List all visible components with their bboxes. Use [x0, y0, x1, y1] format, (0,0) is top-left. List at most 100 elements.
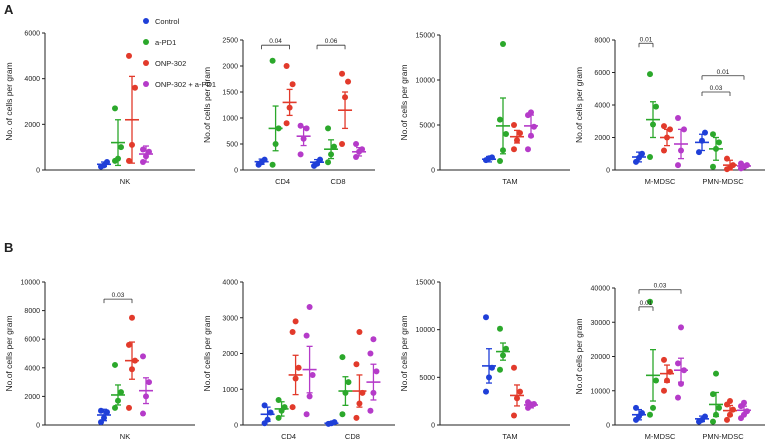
- data-point: [525, 146, 531, 153]
- chart-b1: 0 2000 4000 6000 8000 10000 No.of cells per gr…: [4, 280, 195, 441]
- data-point: [101, 414, 107, 421]
- data-point: [264, 416, 271, 423]
- data-point: [727, 411, 733, 418]
- y-axis-label: No.of cells per gram: [202, 67, 212, 143]
- p-value-label: 0.06: [325, 38, 338, 45]
- data-point: [345, 379, 352, 386]
- data-point: [118, 389, 124, 396]
- data-point: [727, 398, 733, 405]
- data-point: [517, 388, 523, 395]
- data-point: [489, 364, 495, 371]
- y-tick-label: 1000: [222, 116, 238, 123]
- chart-a3: 0 5000 10000 15000 No.of cells per gram TAM: [399, 33, 570, 186]
- data-point: [713, 411, 719, 418]
- y-tick-label: 0: [431, 423, 435, 430]
- data-point: [675, 394, 681, 401]
- data-point: [647, 154, 653, 160]
- data-point: [741, 399, 747, 406]
- data-point: [309, 371, 316, 378]
- data-point: [112, 404, 118, 411]
- data-point: [300, 135, 307, 142]
- x-category-label: NK: [120, 432, 130, 441]
- data-point: [710, 131, 716, 138]
- legend-marker-onp302: [143, 60, 149, 66]
- data-point: [653, 103, 659, 110]
- data-point: [514, 137, 520, 144]
- data-point: [269, 57, 276, 64]
- y-tick-label: 10000: [591, 388, 611, 395]
- chart-b2: 0 1000 2000 3000 4000 No.of cells per gram CD4…: [202, 280, 395, 441]
- y-tick-label: 4000: [222, 280, 238, 287]
- data-point: [126, 52, 132, 59]
- y-tick-label: 0: [606, 168, 610, 175]
- data-point: [497, 325, 503, 332]
- data-point: [289, 404, 296, 411]
- panel-label-a: A: [4, 2, 14, 17]
- data-point: [650, 404, 656, 411]
- data-point: [303, 332, 310, 339]
- y-tick-label: 2000: [594, 135, 610, 142]
- data-point: [661, 123, 667, 130]
- data-point: [314, 160, 321, 167]
- data-point: [531, 123, 537, 130]
- data-point: [497, 116, 503, 123]
- y-tick-label: 3000: [222, 315, 238, 322]
- data-point: [528, 109, 534, 116]
- data-point: [730, 406, 736, 413]
- data-point: [681, 367, 687, 374]
- data-point: [104, 409, 110, 416]
- data-point: [98, 407, 104, 414]
- data-point: [667, 368, 673, 375]
- y-tick-label: 10000: [416, 78, 436, 85]
- data-point: [353, 414, 360, 421]
- y-tick-label: 500: [226, 142, 238, 149]
- data-point: [500, 352, 506, 359]
- data-point: [289, 81, 296, 88]
- data-point: [367, 407, 374, 414]
- data-point: [497, 366, 503, 373]
- y-axis-label: No.of cells per gram: [399, 315, 409, 391]
- y-axis-label: No.of cells per gram: [574, 318, 584, 394]
- legend: Control a-PD1 ONP-302 ONP-302 + a-PD1: [143, 17, 216, 89]
- p-value-label: 0.03: [710, 85, 723, 92]
- data-point: [678, 324, 684, 331]
- data-point: [281, 404, 288, 411]
- data-point: [511, 146, 517, 153]
- chart-a4: 0 2000 4000 6000 8000 No.of cells per gram M-M…: [574, 36, 765, 186]
- y-tick-label: 2500: [222, 38, 238, 45]
- data-point: [511, 364, 517, 371]
- y-tick-label: 2000: [24, 394, 40, 401]
- y-axis-label: No.of cells per gram: [399, 64, 409, 140]
- data-point: [489, 154, 495, 161]
- data-point: [140, 410, 146, 417]
- data-point: [129, 314, 135, 321]
- data-point: [292, 375, 299, 382]
- y-tick-label: 15000: [416, 280, 436, 287]
- y-tick-label: 0: [606, 423, 610, 430]
- y-tick-label: 6000: [24, 31, 40, 38]
- y-tick-label: 0: [431, 168, 435, 175]
- data-point: [140, 353, 146, 360]
- data-point: [353, 154, 360, 160]
- y-tick-label: 4000: [594, 103, 610, 110]
- data-point: [716, 404, 722, 411]
- data-point: [272, 141, 279, 147]
- data-point: [528, 132, 534, 139]
- y-tick-label: 8000: [24, 308, 40, 315]
- data-point: [647, 411, 653, 418]
- data-point: [702, 129, 708, 136]
- data-point: [639, 410, 645, 417]
- data-point: [667, 126, 673, 133]
- data-point: [126, 157, 132, 164]
- data-point: [373, 368, 380, 375]
- data-point: [497, 158, 503, 164]
- chart-a2: 0 500 1000 1500 2000 2500 No.of cells per gram…: [202, 38, 375, 186]
- legend-marker-apd1: [143, 39, 149, 45]
- data-point: [356, 329, 363, 336]
- data-point: [283, 120, 290, 127]
- data-point: [292, 318, 299, 325]
- data-point: [283, 63, 290, 69]
- y-tick-label: 6000: [24, 337, 40, 344]
- data-point: [647, 71, 653, 78]
- y-tick-label: 4000: [24, 76, 40, 83]
